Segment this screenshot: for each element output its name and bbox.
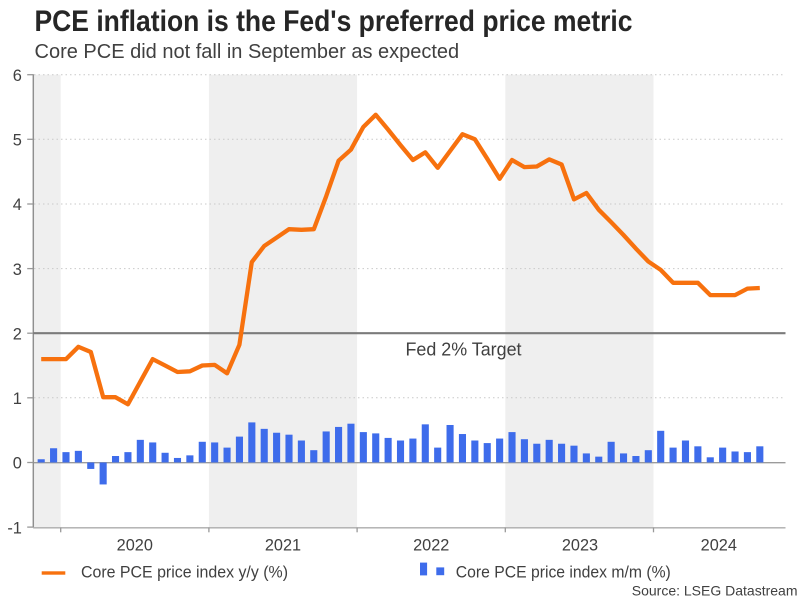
svg-text:6: 6 — [13, 67, 22, 85]
svg-text:Fed 2% Target: Fed 2% Target — [406, 338, 522, 359]
svg-text:PCE inflation is the Fed's pre: PCE inflation is the Fed's preferred pri… — [35, 5, 633, 38]
svg-text:2023: 2023 — [562, 536, 598, 554]
svg-text:Source: LSEG Datastream: Source: LSEG Datastream — [632, 583, 798, 599]
svg-text:1: 1 — [13, 390, 22, 408]
svg-text:Core PCE price index m/m (%): Core PCE price index m/m (%) — [456, 562, 671, 581]
svg-text:0: 0 — [13, 455, 22, 473]
svg-text:5: 5 — [13, 132, 22, 150]
svg-text:2024: 2024 — [701, 536, 737, 554]
svg-text:Core PCE did not fall in Septe: Core PCE did not fall in September as ex… — [35, 41, 460, 63]
svg-text:-1: -1 — [7, 519, 22, 537]
svg-text:2022: 2022 — [413, 536, 449, 554]
svg-text:2: 2 — [13, 325, 22, 343]
svg-text:2021: 2021 — [265, 536, 301, 554]
svg-text:4: 4 — [13, 196, 22, 214]
svg-text:Core PCE price index y/y (%): Core PCE price index y/y (%) — [81, 562, 288, 581]
svg-text:3: 3 — [13, 261, 22, 279]
svg-text:2020: 2020 — [117, 536, 153, 554]
